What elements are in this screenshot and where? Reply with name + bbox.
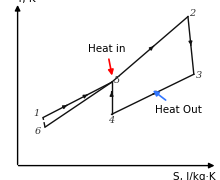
Text: T, K: T, K [16,0,35,4]
Text: Heat Out: Heat Out [154,91,202,114]
Text: 2: 2 [189,9,195,18]
Text: 3: 3 [196,71,202,80]
Text: 5: 5 [113,76,120,85]
Text: S, J/kg·K: S, J/kg·K [173,172,215,180]
Text: 4: 4 [108,116,115,125]
Text: 1: 1 [33,109,39,118]
Text: 6: 6 [35,127,41,136]
Text: Heat in: Heat in [88,44,126,74]
